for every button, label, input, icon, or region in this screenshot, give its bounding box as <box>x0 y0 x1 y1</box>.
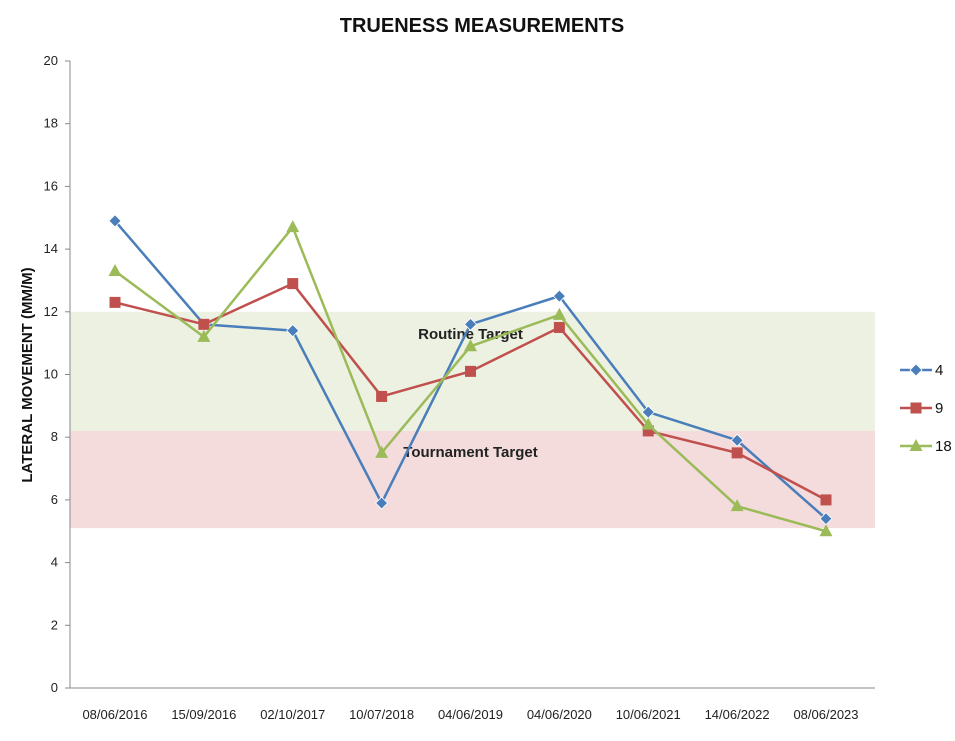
point-9-5 <box>553 321 565 333</box>
y-tick-label-8: 16 <box>44 178 58 193</box>
x-tick-label-0: 08/06/2016 <box>82 707 147 722</box>
y-tick-label-2: 4 <box>51 555 58 570</box>
series-9 <box>109 278 832 506</box>
point-9-0 <box>109 296 121 308</box>
legend-label-9: 9 <box>935 400 943 417</box>
point-9-1 <box>198 318 210 330</box>
target-bands: Routine Target Tournament Target <box>70 311 875 529</box>
legend-marker-9 <box>910 402 922 414</box>
y-tick-label-5: 10 <box>44 367 58 382</box>
point-4-7 <box>730 433 744 447</box>
y-axis-label: LATERAL MOVEMENT (MM/M) <box>19 267 36 482</box>
point-4-5 <box>552 289 566 303</box>
y-tick-label-7: 14 <box>44 241 58 256</box>
x-tick-label-5: 04/06/2020 <box>527 707 592 722</box>
point-18-5 <box>552 307 566 320</box>
point-4-4 <box>463 317 478 331</box>
legend-label-4: 4 <box>935 362 943 379</box>
point-9-7 <box>731 447 743 459</box>
point-9-3 <box>376 390 388 402</box>
point-18-1 <box>197 329 211 342</box>
point-4-0 <box>108 214 122 228</box>
point-18-4 <box>464 339 477 352</box>
legend: 4 9 18 <box>900 362 952 455</box>
point-4-2 <box>286 324 300 338</box>
y-tick-label-3: 6 <box>51 492 58 507</box>
y-tick-label-1: 2 <box>51 617 58 632</box>
legend-label-18: 18 <box>935 438 952 455</box>
x-tick-label-3: 10/07/2018 <box>349 707 414 722</box>
series-lines <box>108 214 833 537</box>
x-tick-label-4: 04/06/2019 <box>438 707 503 722</box>
band-1 <box>70 430 875 529</box>
point-18-6 <box>641 417 655 430</box>
x-tick-label-2: 02/10/2017 <box>260 707 325 722</box>
point-9-8 <box>820 494 832 506</box>
band-label-0: Routine Target <box>418 326 523 343</box>
series-4 <box>108 214 833 526</box>
point-18-7 <box>730 499 744 512</box>
point-18-0 <box>108 264 122 277</box>
point-4-3 <box>375 496 389 510</box>
chart-title: TRUENESS MEASUREMENTS <box>340 15 624 37</box>
y-tick-label-4: 8 <box>51 429 58 444</box>
series-18 <box>108 220 833 537</box>
y-tick-label-0: 0 <box>51 680 58 695</box>
legend-marker-4 <box>909 363 923 377</box>
point-9-2 <box>287 278 299 290</box>
x-tick-label-7: 14/06/2022 <box>705 707 770 722</box>
x-tick-label-8: 08/06/2023 <box>793 707 858 722</box>
point-9-6 <box>642 425 654 437</box>
y-tick-label-9: 18 <box>44 116 58 131</box>
legend-marker-18 <box>909 439 923 451</box>
band-label-1: Tournament Target <box>403 444 537 461</box>
point-9-4 <box>465 365 476 377</box>
point-18-3 <box>375 445 389 458</box>
axes: 0 2 4 6 8 10 12 14 16 18 20 08/06/2016 15/09/2016 02/… <box>44 53 875 722</box>
x-tick-label-1: 15/09/2016 <box>171 707 236 722</box>
point-18-8 <box>819 524 833 537</box>
y-tick-label-6: 12 <box>44 304 58 319</box>
x-tick-label-6: 10/06/2021 <box>616 707 681 722</box>
point-18-2 <box>286 220 300 233</box>
y-tick-label-10: 20 <box>44 53 58 68</box>
